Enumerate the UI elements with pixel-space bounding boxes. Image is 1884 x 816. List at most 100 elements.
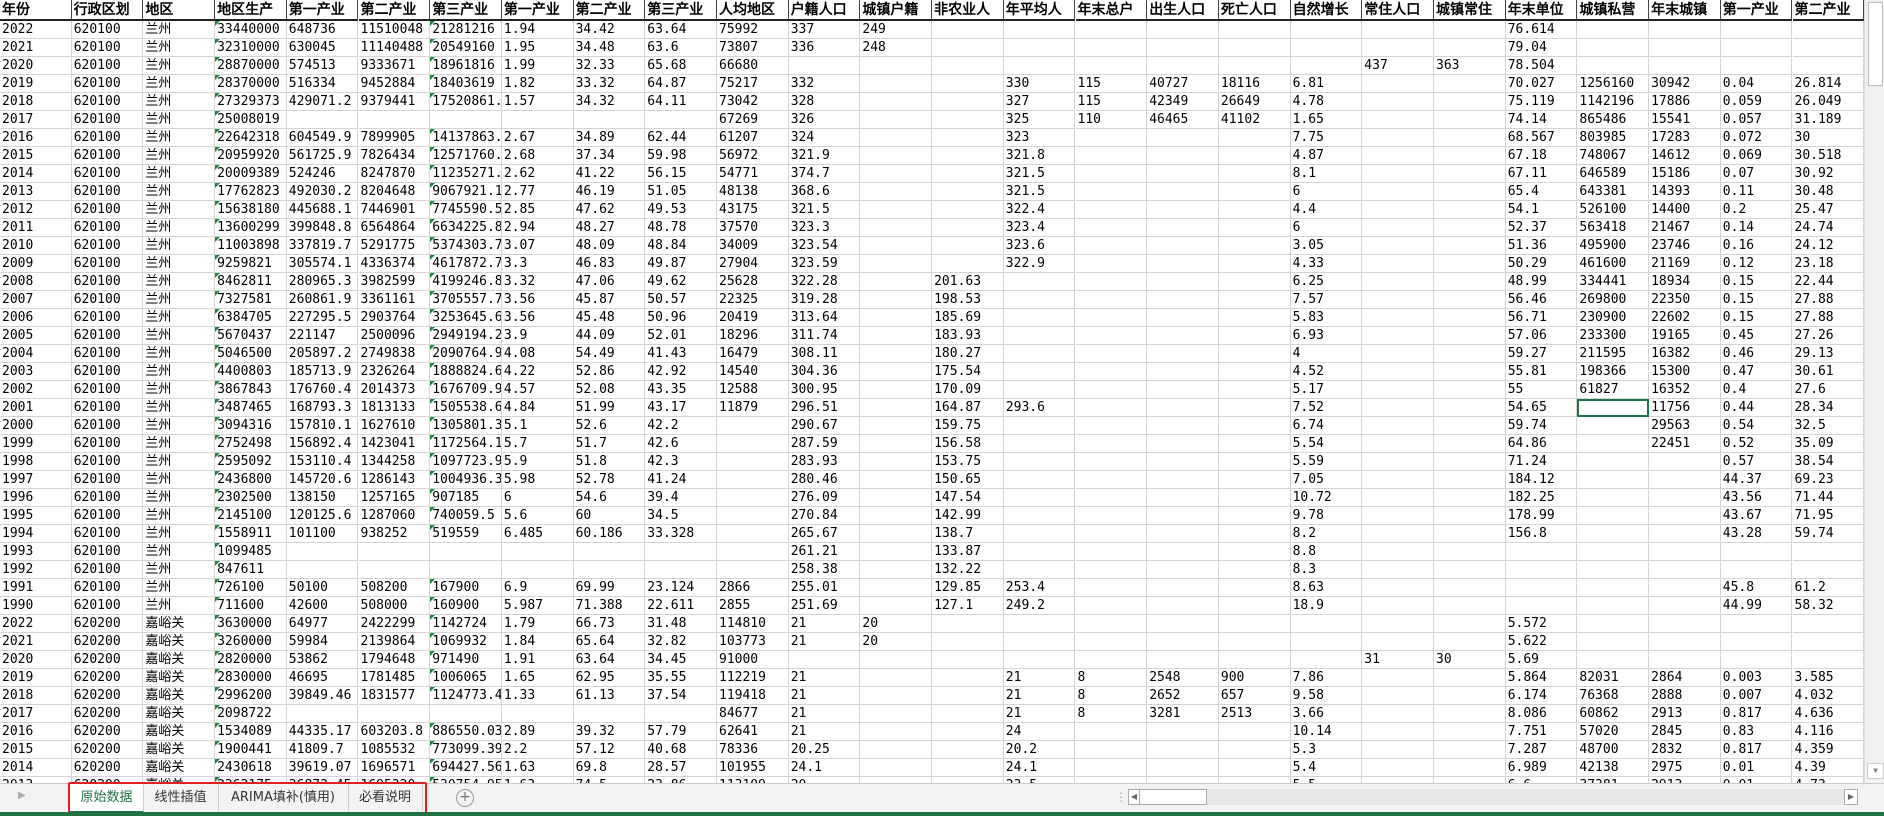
table-cell[interactable]: 39619.07 — [286, 759, 359, 777]
table-cell[interactable] — [932, 705, 1004, 723]
table-cell[interactable]: 47.06 — [573, 273, 646, 291]
table-cell[interactable]: 兰州 — [143, 237, 216, 255]
table-cell[interactable]: 6.25 — [1290, 273, 1363, 291]
table-cell[interactable]: 兰州 — [143, 57, 216, 75]
table-cell[interactable] — [1218, 579, 1291, 597]
table-cell[interactable]: 75217 — [717, 75, 789, 93]
table-cell[interactable] — [1434, 381, 1506, 399]
table-cell[interactable]: 50100 — [286, 579, 359, 597]
table-cell[interactable]: 8.3 — [1290, 561, 1363, 579]
table-cell[interactable]: 620100 — [71, 273, 144, 291]
table-cell[interactable] — [1147, 399, 1219, 417]
table-cell[interactable] — [1362, 453, 1434, 471]
table-cell[interactable]: 296.51 — [788, 399, 861, 417]
table-cell[interactable]: 0.15 — [1720, 291, 1793, 309]
table-cell[interactable] — [860, 111, 933, 129]
column-header[interactable]: 城镇户籍 — [860, 0, 933, 21]
table-cell[interactable]: 6 — [1290, 219, 1363, 237]
table-cell[interactable] — [1362, 291, 1434, 309]
column-header[interactable]: 城镇常住 — [1434, 0, 1506, 21]
table-cell[interactable] — [1290, 39, 1363, 57]
table-cell[interactable]: 79.04 — [1505, 39, 1578, 57]
table-cell[interactable]: 0.52 — [1720, 435, 1793, 453]
table-cell[interactable]: 10.14 — [1290, 723, 1363, 741]
table-cell[interactable]: 20.25 — [788, 741, 861, 759]
table-cell[interactable]: 45.48 — [573, 309, 646, 327]
table-cell[interactable]: 41.43 — [645, 345, 717, 363]
table-cell[interactable] — [1649, 633, 1721, 651]
column-header[interactable]: 地区 — [143, 0, 216, 21]
plus-circle-icon[interactable]: + — [456, 789, 474, 807]
table-cell[interactable]: 27.88 — [1792, 309, 1864, 327]
table-cell[interactable] — [1075, 381, 1148, 399]
table-cell[interactable]: 327 — [1003, 93, 1076, 111]
table-cell[interactable]: 22602 — [1649, 309, 1721, 327]
table-cell[interactable]: 18296 — [717, 327, 789, 345]
table-cell[interactable]: 129.85 — [932, 579, 1004, 597]
table-cell[interactable]: 6384705 — [215, 309, 287, 327]
table-cell[interactable]: 30.92 — [1792, 165, 1864, 183]
horizontal-scrollbar[interactable]: ◀ ▶ — [1128, 789, 1858, 805]
table-cell[interactable] — [1649, 525, 1721, 543]
table-cell[interactable] — [1434, 507, 1506, 525]
table-cell[interactable]: 643381 — [1577, 183, 1650, 201]
table-cell[interactable] — [1720, 561, 1793, 579]
table-cell[interactable] — [1362, 525, 1434, 543]
table-cell[interactable] — [1075, 597, 1148, 615]
table-cell[interactable]: 20.2 — [1003, 741, 1076, 759]
table-cell[interactable] — [860, 777, 933, 783]
table-cell[interactable]: 630045 — [286, 39, 359, 57]
table-cell[interactable]: 308.11 — [788, 345, 861, 363]
table-cell[interactable]: 1.33 — [501, 687, 574, 705]
table-cell[interactable]: 4.33 — [1290, 255, 1363, 273]
table-cell[interactable]: 114810 — [717, 615, 789, 633]
table-cell[interactable]: 31.48 — [645, 615, 717, 633]
table-cell[interactable]: 1781485 — [358, 669, 431, 687]
table-cell[interactable]: 63.6 — [645, 39, 717, 57]
table-cell[interactable]: 132.22 — [932, 561, 1004, 579]
table-cell[interactable]: 6.93 — [1290, 327, 1363, 345]
table-cell[interactable]: 251.69 — [788, 597, 861, 615]
column-header[interactable]: 年份 — [0, 0, 72, 21]
table-cell[interactable] — [1505, 579, 1578, 597]
table-cell[interactable] — [1147, 237, 1219, 255]
table-cell[interactable]: 2.67 — [501, 129, 574, 147]
table-cell[interactable]: 133.87 — [932, 543, 1004, 561]
table-cell[interactable]: 21 — [788, 705, 861, 723]
table-cell[interactable]: 7.75 — [1290, 129, 1363, 147]
table-cell[interactable]: 21 — [788, 723, 861, 741]
table-cell[interactable] — [932, 165, 1004, 183]
table-cell[interactable]: 8 — [1075, 705, 1148, 723]
table-cell[interactable]: 2007 — [0, 291, 72, 309]
table-cell[interactable]: 620100 — [71, 507, 144, 525]
table-cell[interactable]: 620100 — [71, 237, 144, 255]
table-cell[interactable]: 620100 — [71, 525, 144, 543]
table-cell[interactable]: 3.07 — [501, 237, 574, 255]
table-cell[interactable]: 0.15 — [1720, 273, 1793, 291]
table-cell[interactable]: 51.99 — [573, 399, 646, 417]
table-cell[interactable] — [1218, 399, 1291, 417]
table-cell[interactable]: 300.95 — [788, 381, 861, 399]
table-cell[interactable] — [1218, 345, 1291, 363]
table-cell[interactable] — [717, 471, 789, 489]
table-cell[interactable]: 0.54 — [1720, 417, 1793, 435]
table-cell[interactable]: 57.12 — [573, 741, 646, 759]
table-cell[interactable]: 178.99 — [1505, 507, 1578, 525]
table-cell[interactable]: 37.54 — [645, 687, 717, 705]
table-cell[interactable] — [1218, 417, 1291, 435]
table-cell[interactable]: 11510048 — [358, 21, 431, 39]
table-cell[interactable]: 26.814 — [1792, 75, 1864, 93]
table-cell[interactable] — [1649, 615, 1721, 633]
table-cell[interactable] — [1720, 633, 1793, 651]
table-cell[interactable] — [1362, 201, 1434, 219]
table-cell[interactable]: 22642318 — [215, 129, 287, 147]
table-cell[interactable]: 兰州 — [143, 561, 216, 579]
table-cell[interactable] — [358, 705, 431, 723]
table-cell[interactable] — [1362, 327, 1434, 345]
table-cell[interactable]: 2749838 — [358, 345, 431, 363]
table-cell[interactable] — [1577, 543, 1650, 561]
table-cell[interactable] — [1362, 597, 1434, 615]
table-cell[interactable]: 2001 — [0, 399, 72, 417]
table-cell[interactable]: 兰州 — [143, 201, 216, 219]
table-cell[interactable]: 336 — [788, 39, 861, 57]
